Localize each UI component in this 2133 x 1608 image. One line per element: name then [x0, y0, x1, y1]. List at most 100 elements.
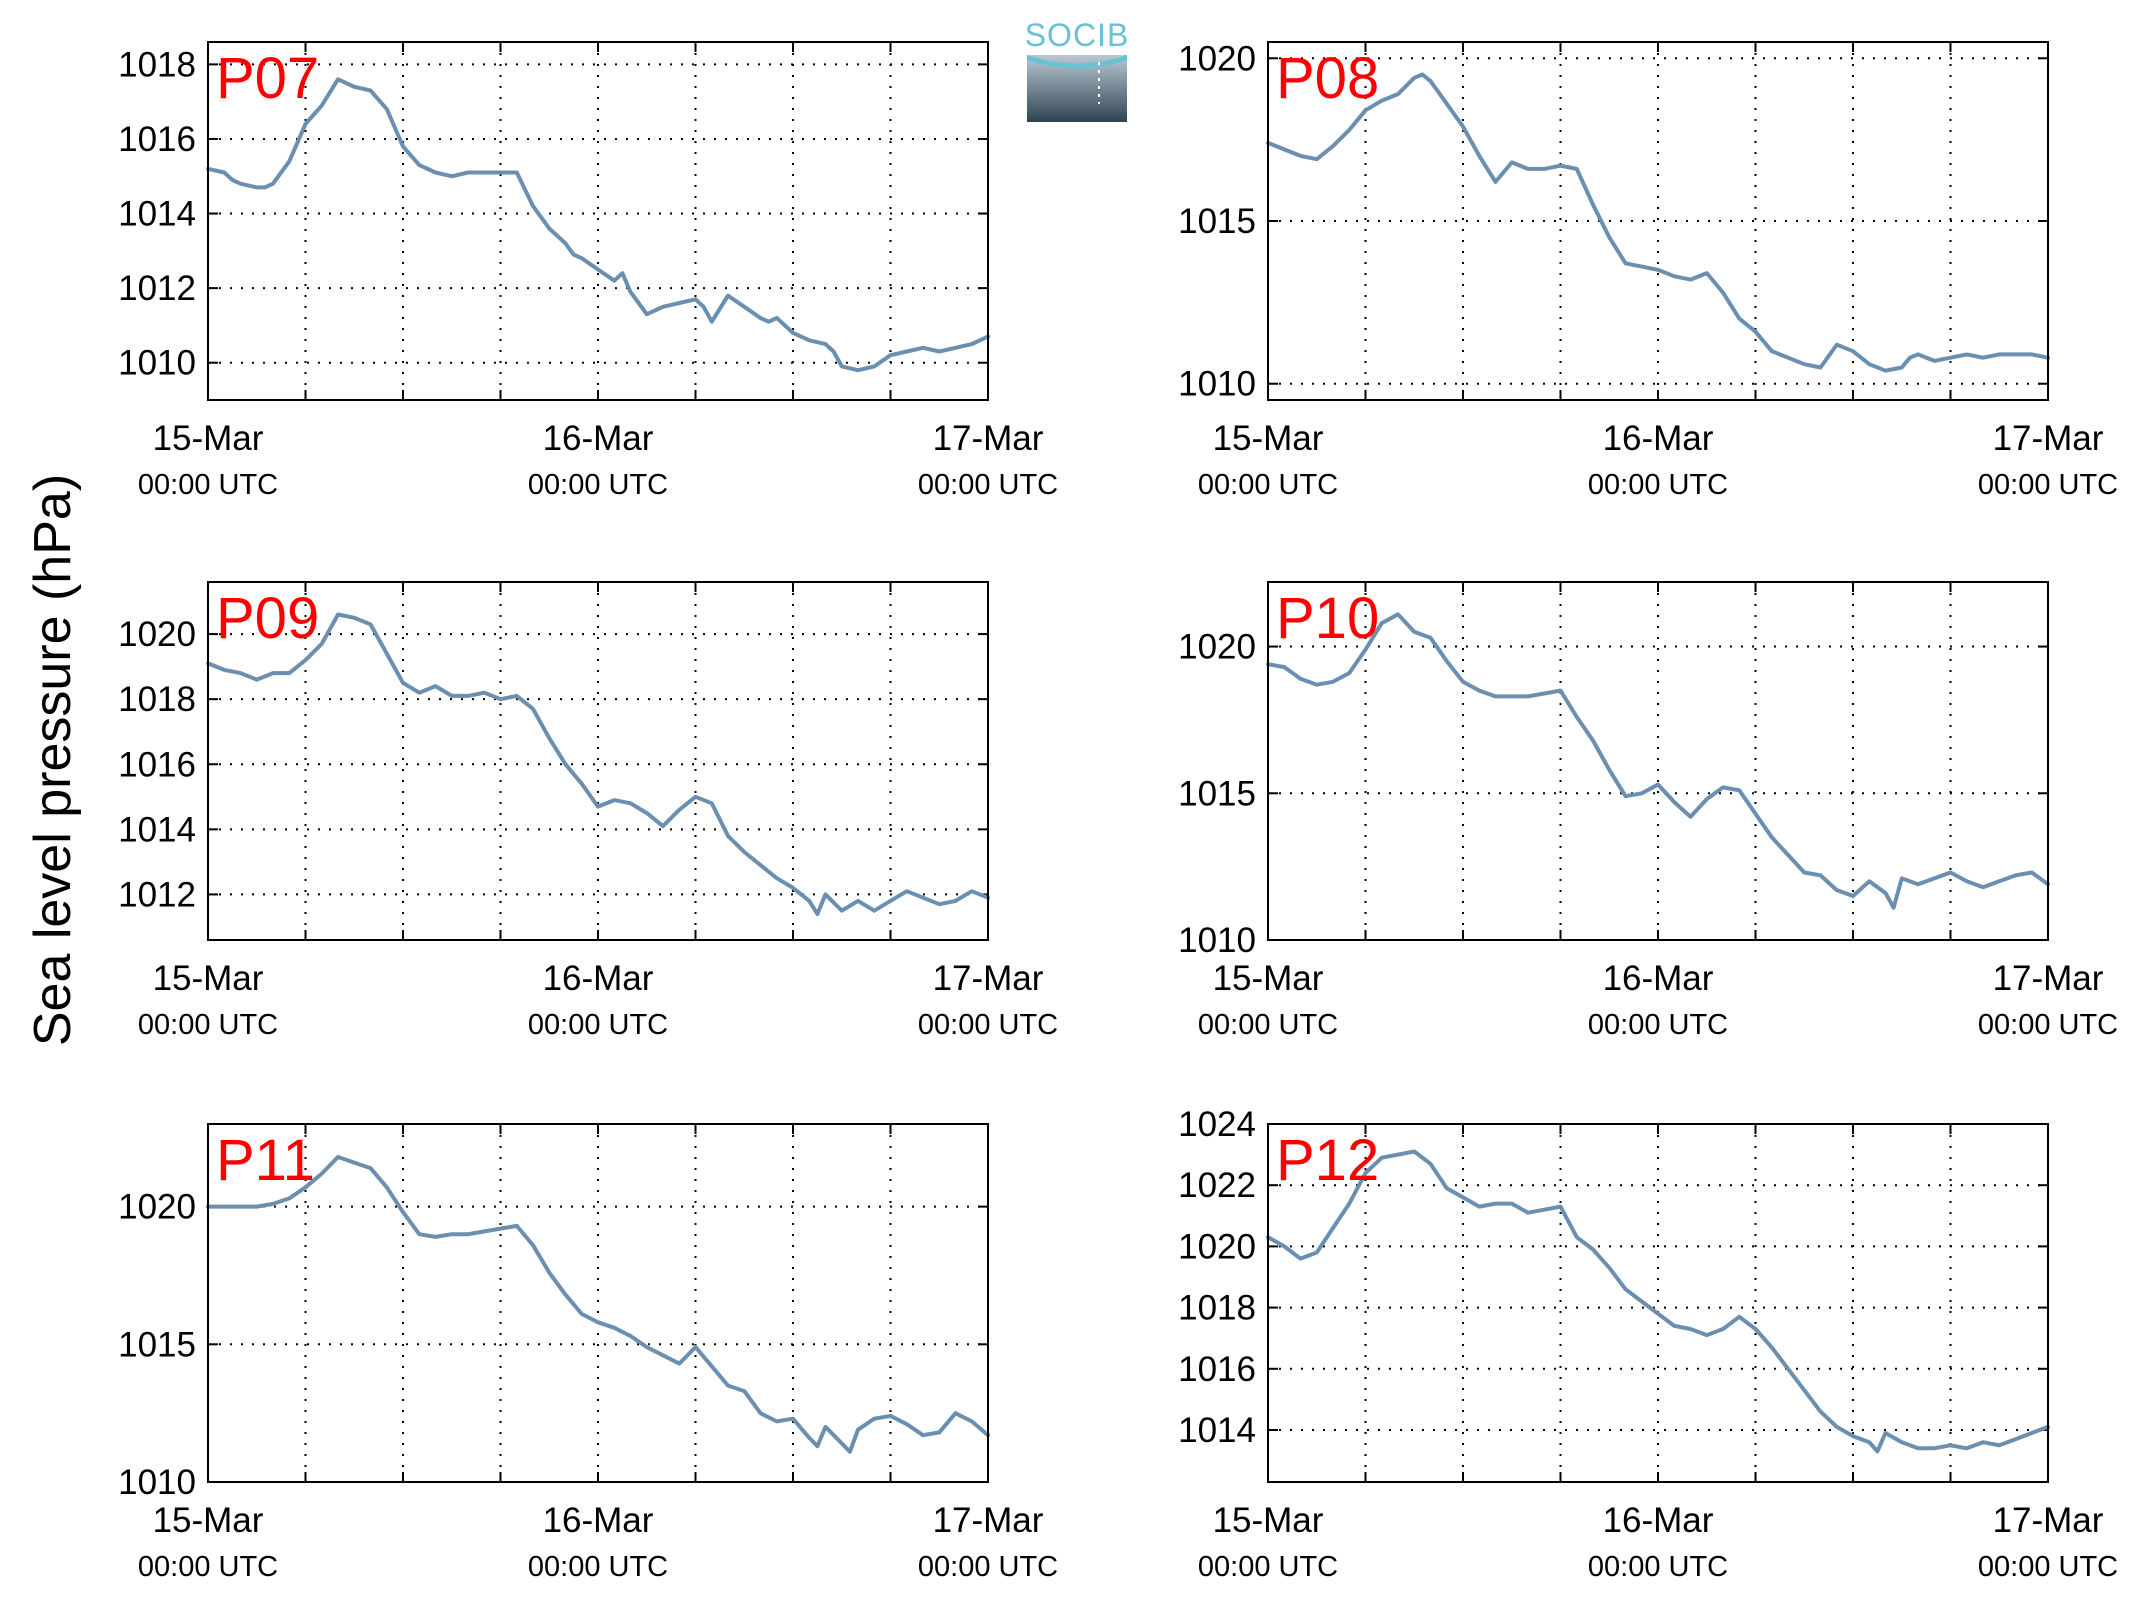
x-tick-label-date: 17-Mar	[933, 959, 1044, 998]
data-point	[547, 736, 551, 740]
data-point	[1640, 791, 1644, 795]
pressure-series-line-p07	[206, 77, 990, 373]
data-point	[872, 364, 876, 369]
data-point	[693, 1345, 698, 1349]
x-tick-label-date: 15-Mar	[1213, 959, 1324, 998]
data-point	[531, 204, 535, 208]
data-point	[1315, 1250, 1319, 1255]
data-point	[1900, 365, 1904, 370]
y-tick-label: 1018	[118, 45, 196, 84]
pressure-series-line-p12	[1266, 1149, 2050, 1454]
data-point	[450, 174, 454, 178]
data-point	[815, 1444, 819, 1448]
data-point	[498, 170, 503, 175]
data-point	[450, 694, 454, 698]
data-point	[1875, 1449, 1879, 1454]
data-point	[791, 331, 795, 335]
data-point	[905, 1422, 909, 1426]
x-tick-label-time: 00:00 UTC	[138, 469, 278, 501]
data-point	[693, 795, 698, 799]
data-point	[1835, 888, 1839, 892]
data-point	[580, 782, 584, 786]
data-point	[1688, 815, 1693, 819]
y-tick-label: 1022	[1178, 1166, 1256, 1205]
data-point	[1892, 906, 1896, 910]
axes-frame	[207, 1123, 989, 1483]
y-tick-label: 1010	[1178, 365, 1256, 404]
data-point	[580, 1312, 584, 1316]
x-tick-label-date: 16-Mar	[1603, 419, 1714, 458]
data-point	[921, 1433, 925, 1437]
data-point	[515, 170, 519, 175]
data-point	[352, 616, 356, 620]
data-point	[1412, 630, 1416, 634]
data-point	[905, 889, 909, 893]
data-point	[1770, 349, 1774, 353]
x-tick-label-time: 00:00 UTC	[1978, 469, 2118, 501]
data-point	[433, 684, 438, 688]
data-point	[563, 241, 568, 245]
data-point	[1331, 144, 1335, 148]
data-point	[710, 320, 714, 324]
data-point	[856, 1428, 860, 1432]
data-point	[401, 144, 405, 149]
data-point	[856, 368, 860, 372]
y-tick-label: 1015	[1178, 202, 1256, 241]
data-point	[1948, 870, 1953, 875]
x-tick-label-date: 16-Mar	[1603, 959, 1714, 998]
data-point	[775, 876, 779, 880]
data-point	[1640, 264, 1644, 269]
data-point	[238, 182, 243, 186]
data-point	[352, 85, 356, 89]
data-point	[677, 1361, 681, 1366]
data-point	[222, 668, 226, 672]
data-point	[661, 1353, 665, 1357]
socib-logo: SOCIB	[1025, 17, 1130, 122]
data-point	[1981, 885, 1985, 889]
axes-frame	[207, 581, 989, 941]
data-point	[1558, 164, 1563, 168]
data-point	[1591, 738, 1595, 743]
data-point	[1705, 1333, 1709, 1337]
x-tick-label-time: 00:00 UTC	[1198, 1551, 1338, 1583]
data-point	[1493, 180, 1498, 184]
data-point	[1656, 1312, 1660, 1316]
data-point	[1916, 352, 1920, 357]
data-point	[742, 1389, 746, 1393]
data-point	[287, 1196, 291, 1200]
data-point	[953, 899, 958, 903]
data-point	[1770, 835, 1774, 839]
data-point	[531, 707, 535, 711]
data-point	[1900, 1440, 1904, 1444]
data-point	[1591, 1247, 1595, 1252]
logo-text: SOCIB	[1025, 17, 1130, 53]
x-tick-label-time: 00:00 UTC	[528, 1009, 668, 1041]
data-point	[287, 671, 291, 675]
data-point	[1363, 647, 1368, 652]
x-tick-label-time: 00:00 UTC	[918, 469, 1058, 501]
data-point	[230, 178, 234, 182]
plot-area	[1268, 1124, 2048, 1482]
data-point	[1428, 1162, 1433, 1166]
data-point	[1477, 688, 1481, 693]
data-point	[823, 1425, 828, 1429]
data-point	[628, 1334, 633, 1338]
y-tick-label: 1024	[1178, 1105, 1256, 1144]
data-point	[1997, 1443, 2001, 1447]
plot-area	[1268, 42, 2048, 400]
x-tick-label-time: 00:00 UTC	[1198, 469, 1338, 501]
data-point	[1542, 167, 1546, 171]
station-label-p12: P12	[1276, 1128, 1379, 1193]
x-tick-label-time: 00:00 UTC	[918, 1009, 1058, 1041]
data-point	[336, 1155, 340, 1159]
data-point	[840, 1441, 844, 1446]
data-point	[1916, 882, 1920, 886]
y-tick-label: 1020	[1178, 1227, 1256, 1266]
data-point	[2013, 873, 2018, 878]
data-point	[872, 909, 876, 913]
x-tick-label-time: 00:00 UTC	[918, 1551, 1058, 1583]
data-point	[1493, 1201, 1498, 1206]
x-tick-label-time: 00:00 UTC	[1588, 1009, 1728, 1041]
data-point	[1396, 612, 1400, 616]
data-point	[1607, 235, 1611, 239]
